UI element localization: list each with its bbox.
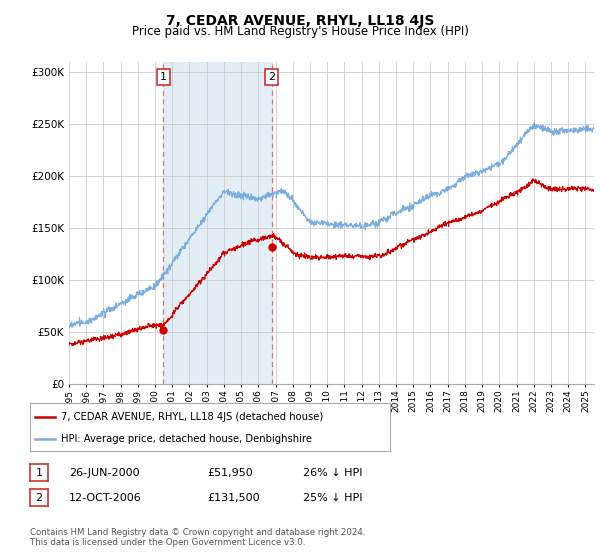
Text: 1: 1: [160, 72, 167, 82]
Text: 2: 2: [268, 72, 275, 82]
Text: £131,500: £131,500: [207, 493, 260, 503]
Text: Price paid vs. HM Land Registry's House Price Index (HPI): Price paid vs. HM Land Registry's House …: [131, 25, 469, 38]
Text: £51,950: £51,950: [207, 468, 253, 478]
Text: Contains HM Land Registry data © Crown copyright and database right 2024.
This d: Contains HM Land Registry data © Crown c…: [30, 528, 365, 547]
Bar: [163, 62, 272, 384]
Text: 12-OCT-2006: 12-OCT-2006: [69, 493, 142, 503]
Text: 7, CEDAR AVENUE, RHYL, LL18 4JS: 7, CEDAR AVENUE, RHYL, LL18 4JS: [166, 14, 434, 28]
Text: 26-JUN-2000: 26-JUN-2000: [69, 468, 140, 478]
Text: 2: 2: [35, 493, 43, 503]
Text: HPI: Average price, detached house, Denbighshire: HPI: Average price, detached house, Denb…: [61, 434, 311, 444]
Text: 25% ↓ HPI: 25% ↓ HPI: [303, 493, 362, 503]
Text: 1: 1: [35, 468, 43, 478]
Text: 7, CEDAR AVENUE, RHYL, LL18 4JS (detached house): 7, CEDAR AVENUE, RHYL, LL18 4JS (detache…: [61, 412, 323, 422]
Text: 26% ↓ HPI: 26% ↓ HPI: [303, 468, 362, 478]
